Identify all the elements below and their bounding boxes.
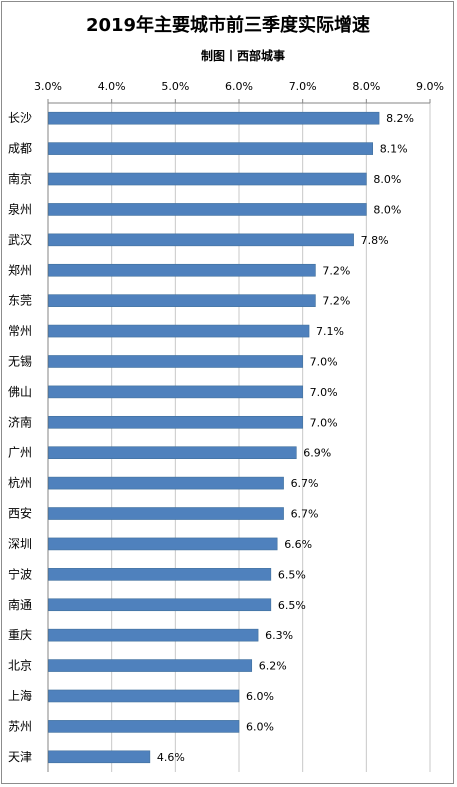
x-axis-ticks: 3.0% 4.0% 5.0% 6.0% 7.0% 8.0% 9.0%	[34, 80, 444, 772]
data-label: 6.5%	[278, 599, 306, 612]
category-labels: 长沙成都南京泉州武汉郑州东莞常州无锡佛山济南广州杭州西安深圳宁波南通重庆北京上海…	[8, 111, 32, 764]
data-label: 6.2%	[259, 660, 287, 673]
data-label: 6.7%	[291, 508, 319, 521]
data-label: 7.0%	[310, 355, 338, 368]
category-label: 重庆	[8, 628, 32, 642]
bar	[48, 172, 367, 186]
bar	[48, 720, 240, 733]
bar	[48, 446, 297, 460]
bar	[48, 628, 259, 642]
data-label: 8.0%	[373, 203, 401, 216]
data-label: 6.6%	[284, 538, 312, 551]
bar	[48, 568, 272, 581]
data-label: 7.1%	[316, 325, 344, 338]
category-label: 上海	[8, 688, 32, 703]
data-label: 6.0%	[246, 720, 274, 733]
bar	[48, 750, 151, 764]
category-label: 广州	[8, 446, 32, 460]
data-label: 8.0%	[373, 173, 401, 186]
category-label: 长沙	[8, 111, 32, 125]
chart-title: 2019年主要城市前三季度实际增速	[86, 14, 370, 36]
data-label: 6.9%	[303, 447, 331, 460]
category-label: 天津	[8, 750, 32, 764]
data-label: 6.0%	[246, 690, 274, 703]
data-label: 7.0%	[310, 416, 338, 429]
data-label: 7.0%	[310, 386, 338, 399]
bar	[48, 689, 240, 703]
category-label: 深圳	[8, 537, 32, 551]
category-label: 佛山	[8, 385, 32, 399]
bar	[48, 111, 380, 125]
chart-subtitle: 制图丨西部城事	[201, 48, 285, 63]
category-label: 苏州	[8, 719, 32, 733]
bar	[48, 324, 310, 338]
bar	[48, 537, 278, 551]
category-label: 北京	[8, 659, 32, 673]
bar	[48, 598, 272, 612]
category-label: 泉州	[8, 202, 32, 216]
category-label: 无锡	[8, 353, 32, 368]
x-tick-label: 7.0%	[289, 80, 317, 93]
category-label: 东莞	[8, 294, 32, 308]
data-labels: 8.2% 8.1% 8.0% 8.0% 7.8% 7.2% 7.2% 7.1% 7.0% 7.0%…	[157, 112, 414, 764]
category-label: 南京	[8, 171, 32, 186]
data-label: 6.5%	[278, 568, 306, 581]
bars	[48, 111, 380, 764]
category-label: 南通	[8, 597, 32, 612]
data-label: 8.1%	[380, 143, 408, 156]
x-tick-label: 5.0%	[161, 80, 189, 93]
category-label: 成都	[8, 142, 32, 156]
category-label: 宁波	[8, 566, 32, 581]
bar	[48, 476, 284, 490]
bar	[48, 233, 354, 247]
data-label: 7.2%	[322, 295, 350, 308]
bar	[48, 507, 284, 520]
x-tick-label: 8.0%	[352, 80, 380, 93]
data-label: 7.8%	[361, 234, 389, 247]
data-label: 4.6%	[157, 751, 185, 764]
category-label: 杭州	[8, 475, 32, 490]
category-label: 郑州	[8, 262, 32, 277]
category-label: 济南	[8, 414, 32, 429]
data-label: 6.7%	[291, 477, 319, 490]
data-label: 7.2%	[322, 264, 350, 277]
data-label: 8.2%	[386, 112, 414, 125]
bar	[48, 294, 316, 307]
category-label: 西安	[8, 506, 32, 521]
bar	[48, 263, 316, 277]
bar	[48, 659, 253, 672]
bar	[48, 385, 303, 399]
data-label: 6.3%	[265, 629, 293, 642]
bar	[48, 203, 367, 216]
bar	[48, 415, 303, 429]
x-tick-label: 3.0%	[34, 80, 62, 93]
x-tick-label: 4.0%	[98, 80, 126, 93]
x-tick-label: 6.0%	[225, 80, 253, 93]
bar	[48, 142, 374, 155]
category-label: 武汉	[8, 233, 32, 247]
category-label: 常州	[8, 324, 32, 338]
bar	[48, 355, 303, 368]
x-tick-label: 9.0%	[416, 80, 444, 93]
